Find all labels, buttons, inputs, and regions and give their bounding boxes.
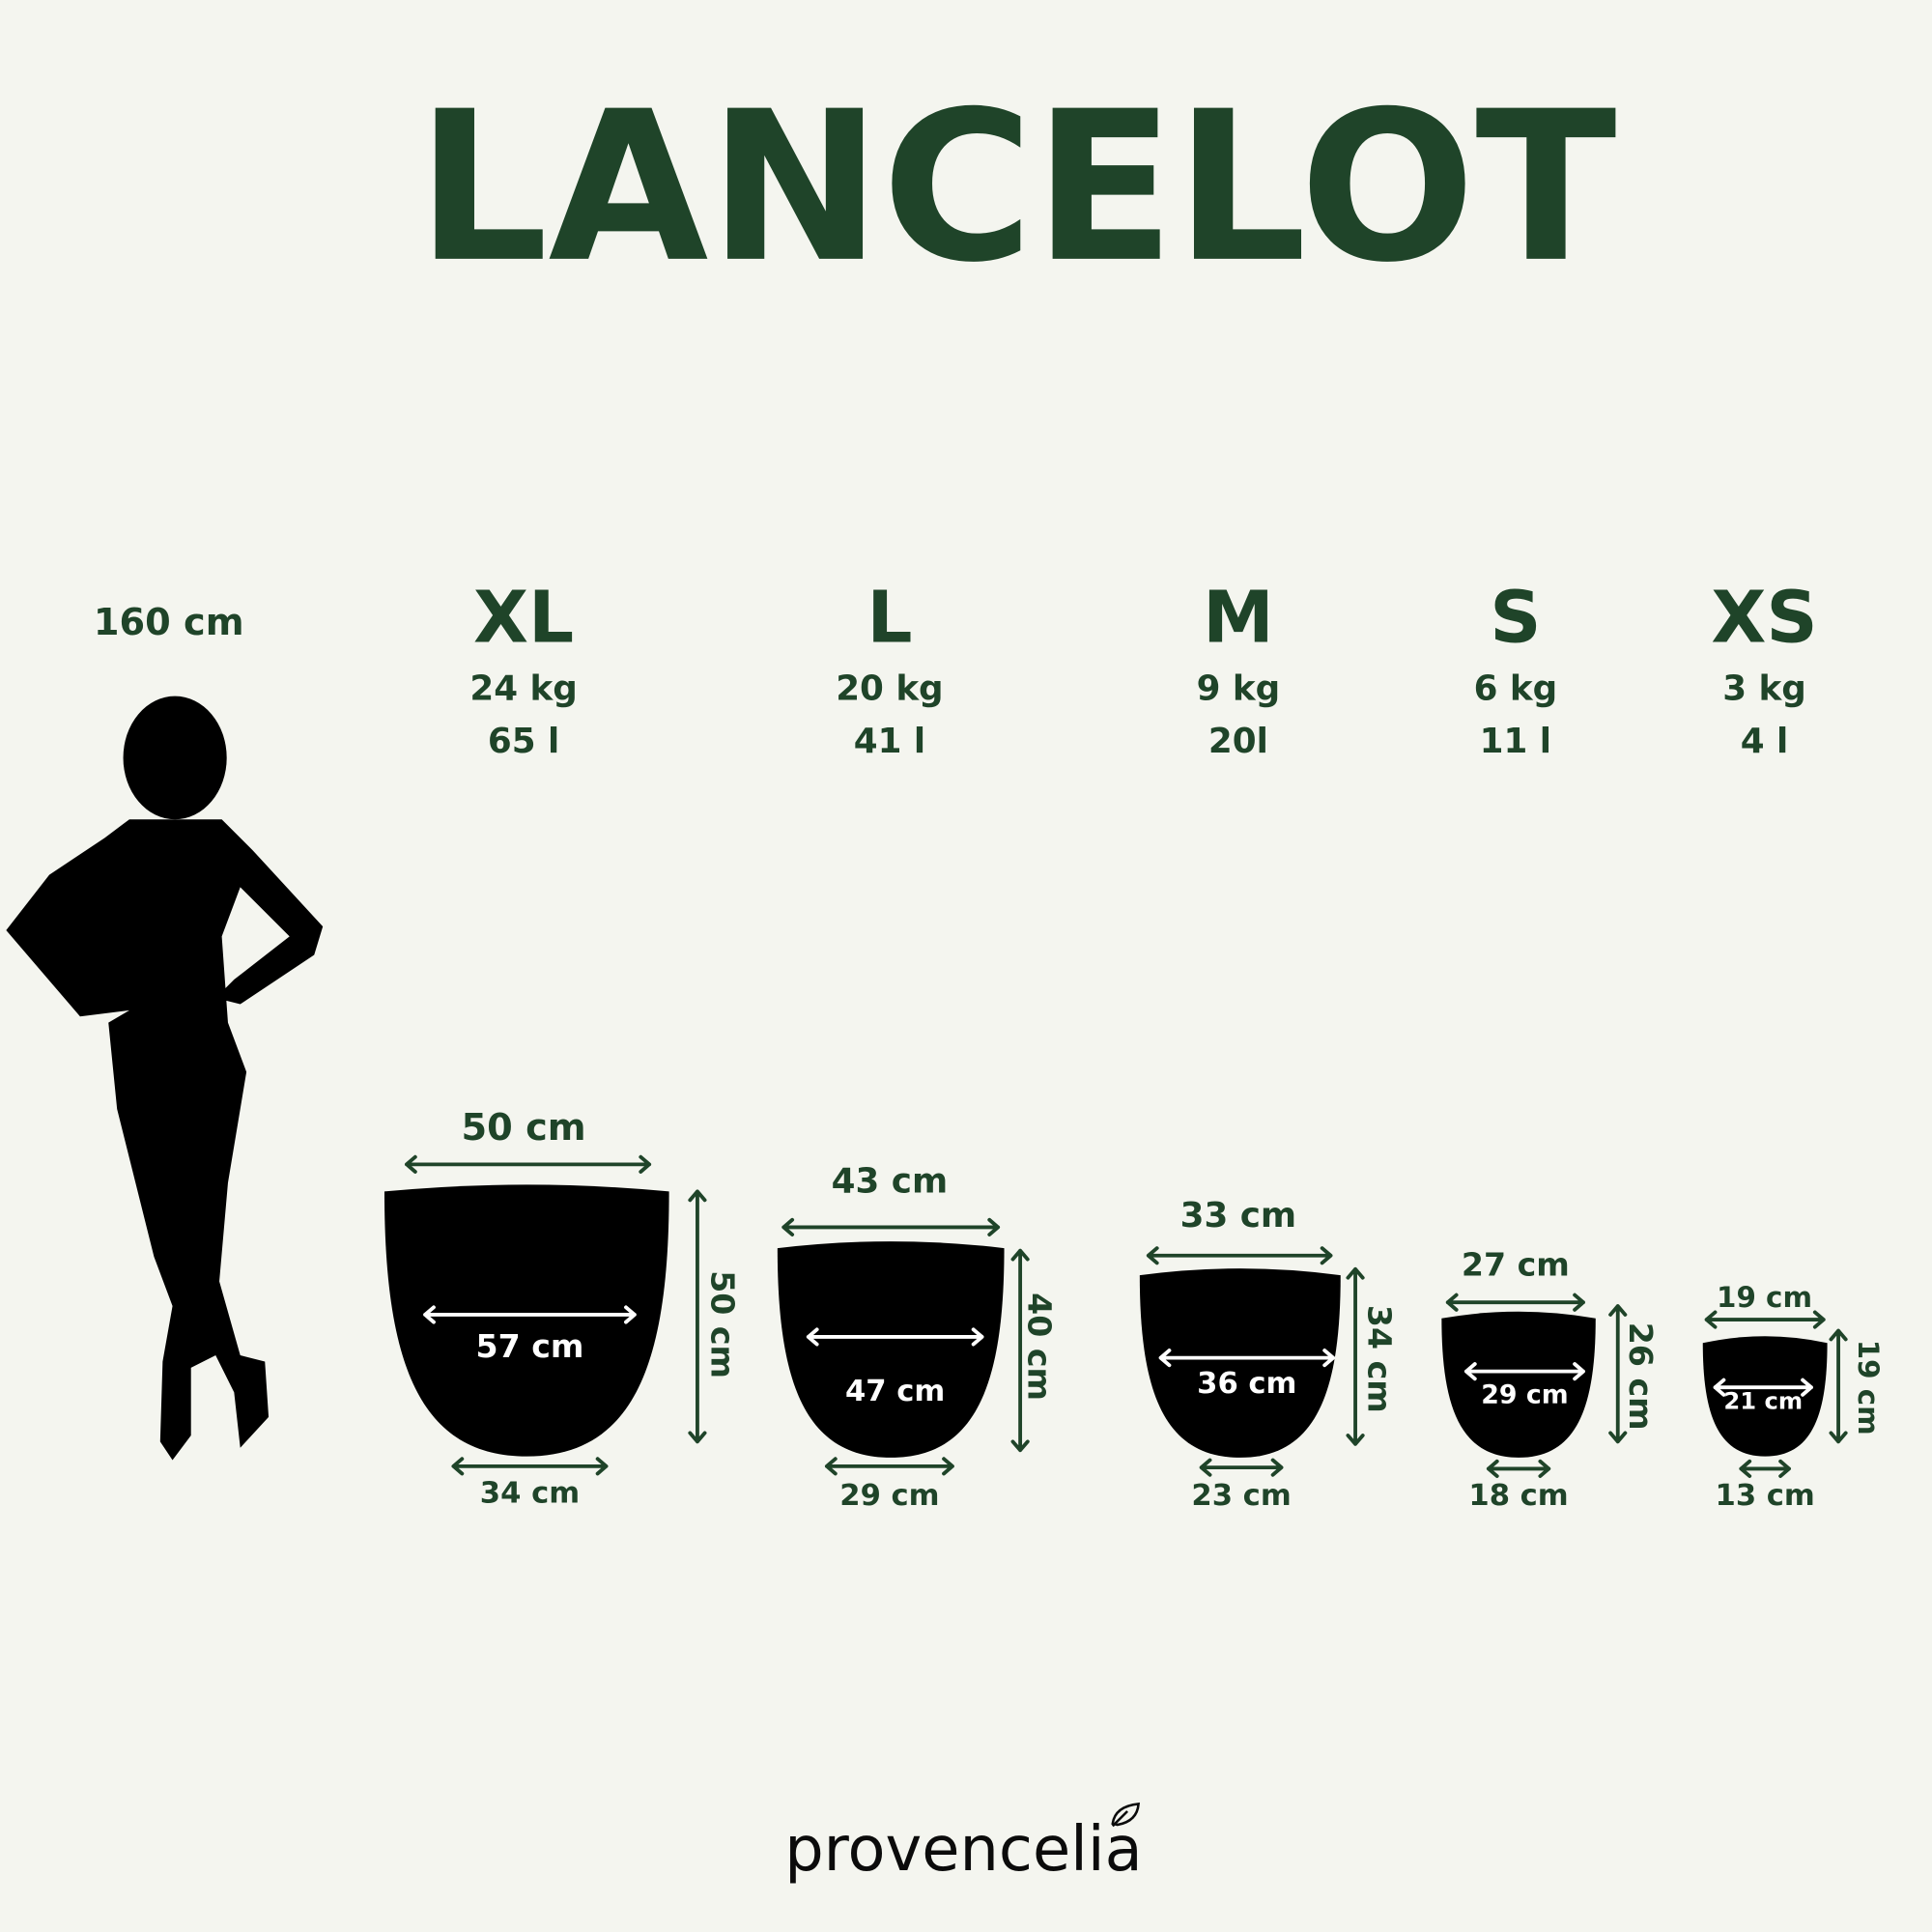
inner-width-label: 47 cm — [845, 1375, 945, 1408]
height-arrow — [1346, 1266, 1365, 1446]
bottom-width-label: 18 cm — [1468, 1479, 1568, 1513]
inner-width-arrow — [806, 1327, 984, 1347]
inner-width-arrow — [1713, 1378, 1813, 1397]
bottom-width-arrow — [1486, 1459, 1551, 1478]
pot-icon — [1139, 1268, 1341, 1458]
leaf-icon — [1111, 1802, 1140, 1828]
top-width-label: 50 cm — [462, 1106, 586, 1150]
bottom-width-arrow — [1739, 1459, 1791, 1478]
size-xs: XS 3 kg 4 l 19 cm 21 cm 13 cm 19 cm — [1702, 577, 1885, 1513]
volume-label: 11 l — [1480, 722, 1551, 761]
product-title: LANCELOT — [416, 67, 1617, 308]
top-width-label: 33 cm — [1180, 1196, 1296, 1236]
top-width-arrow — [1445, 1293, 1585, 1312]
pot-icon — [777, 1241, 1005, 1458]
weight-label: 6 kg — [1474, 668, 1558, 708]
top-width-label: 27 cm — [1462, 1246, 1570, 1284]
bottom-width-arrow — [451, 1457, 609, 1476]
size-label: XS — [1711, 577, 1817, 660]
size-s: S 6 kg 11 l 27 cm 29 cm 18 cm 26 cm — [1441, 577, 1660, 1513]
pot-icon — [1702, 1336, 1828, 1457]
reference-height-label: 160 cm — [94, 601, 244, 644]
top-width-arrow — [1704, 1310, 1826, 1329]
size-l: L 20 kg 41 l 43 cm 47 cm 29 cm 40 cm — [777, 577, 1058, 1513]
inner-width-arrow — [423, 1305, 637, 1324]
size-xl: XL 24 kg 65 l 50 cm 57 cm 34 cm 50 cm — [384, 577, 742, 1511]
bottom-width-arrow — [824, 1457, 954, 1476]
woman-head-icon — [123, 696, 227, 820]
size-m: M 9 kg 20l 33 cm 36 cm 23 cm 34 cm — [1139, 577, 1399, 1513]
height-label: 19 cm — [1852, 1340, 1885, 1435]
weight-label: 20 kg — [836, 668, 943, 708]
inner-width-label: 29 cm — [1481, 1380, 1568, 1410]
inner-width-label: 21 cm — [1723, 1388, 1803, 1415]
top-width-arrow — [405, 1154, 652, 1174]
height-arrow — [1608, 1304, 1628, 1444]
top-width-arrow — [1146, 1246, 1333, 1265]
weight-label: 9 kg — [1197, 668, 1281, 708]
height-label: 26 cm — [1622, 1322, 1660, 1431]
weight-label: 3 kg — [1722, 668, 1806, 708]
brand-logo-text: provencelia — [784, 1814, 1142, 1886]
woman-silhouette-icon — [6, 819, 324, 1461]
height-arrow — [688, 1189, 707, 1444]
inner-width-arrow — [1158, 1349, 1336, 1368]
volume-label: 20l — [1208, 722, 1268, 761]
pot-icon — [1441, 1311, 1596, 1458]
bottom-width-label: 29 cm — [839, 1479, 939, 1513]
inner-width-label: 57 cm — [476, 1327, 584, 1365]
volume-label: 4 l — [1741, 722, 1789, 761]
bottom-width-label: 34 cm — [480, 1477, 580, 1511]
size-label: L — [867, 577, 912, 660]
top-width-arrow — [781, 1217, 1001, 1236]
top-width-label: 19 cm — [1717, 1281, 1812, 1314]
weight-label: 24 kg — [469, 668, 577, 708]
volume-label: 41 l — [854, 722, 925, 761]
brand-logo: provencelia — [784, 1802, 1143, 1886]
volume-label: 65 l — [488, 722, 559, 761]
pot-icon — [384, 1184, 669, 1457]
height-label: 40 cm — [1020, 1293, 1058, 1401]
height-label: 34 cm — [1361, 1305, 1399, 1413]
height-label: 50 cm — [704, 1270, 742, 1378]
inner-width-label: 36 cm — [1197, 1367, 1296, 1401]
size-label: M — [1203, 577, 1274, 660]
inner-width-arrow — [1463, 1362, 1585, 1381]
bottom-width-label: 23 cm — [1191, 1479, 1291, 1513]
top-width-label: 43 cm — [832, 1161, 948, 1201]
height-arrow — [1829, 1328, 1848, 1444]
bottom-width-arrow — [1199, 1458, 1284, 1477]
size-label: XL — [473, 577, 574, 660]
size-label: S — [1490, 577, 1541, 660]
bottom-width-label: 13 cm — [1716, 1479, 1815, 1513]
height-arrow — [1010, 1248, 1030, 1453]
